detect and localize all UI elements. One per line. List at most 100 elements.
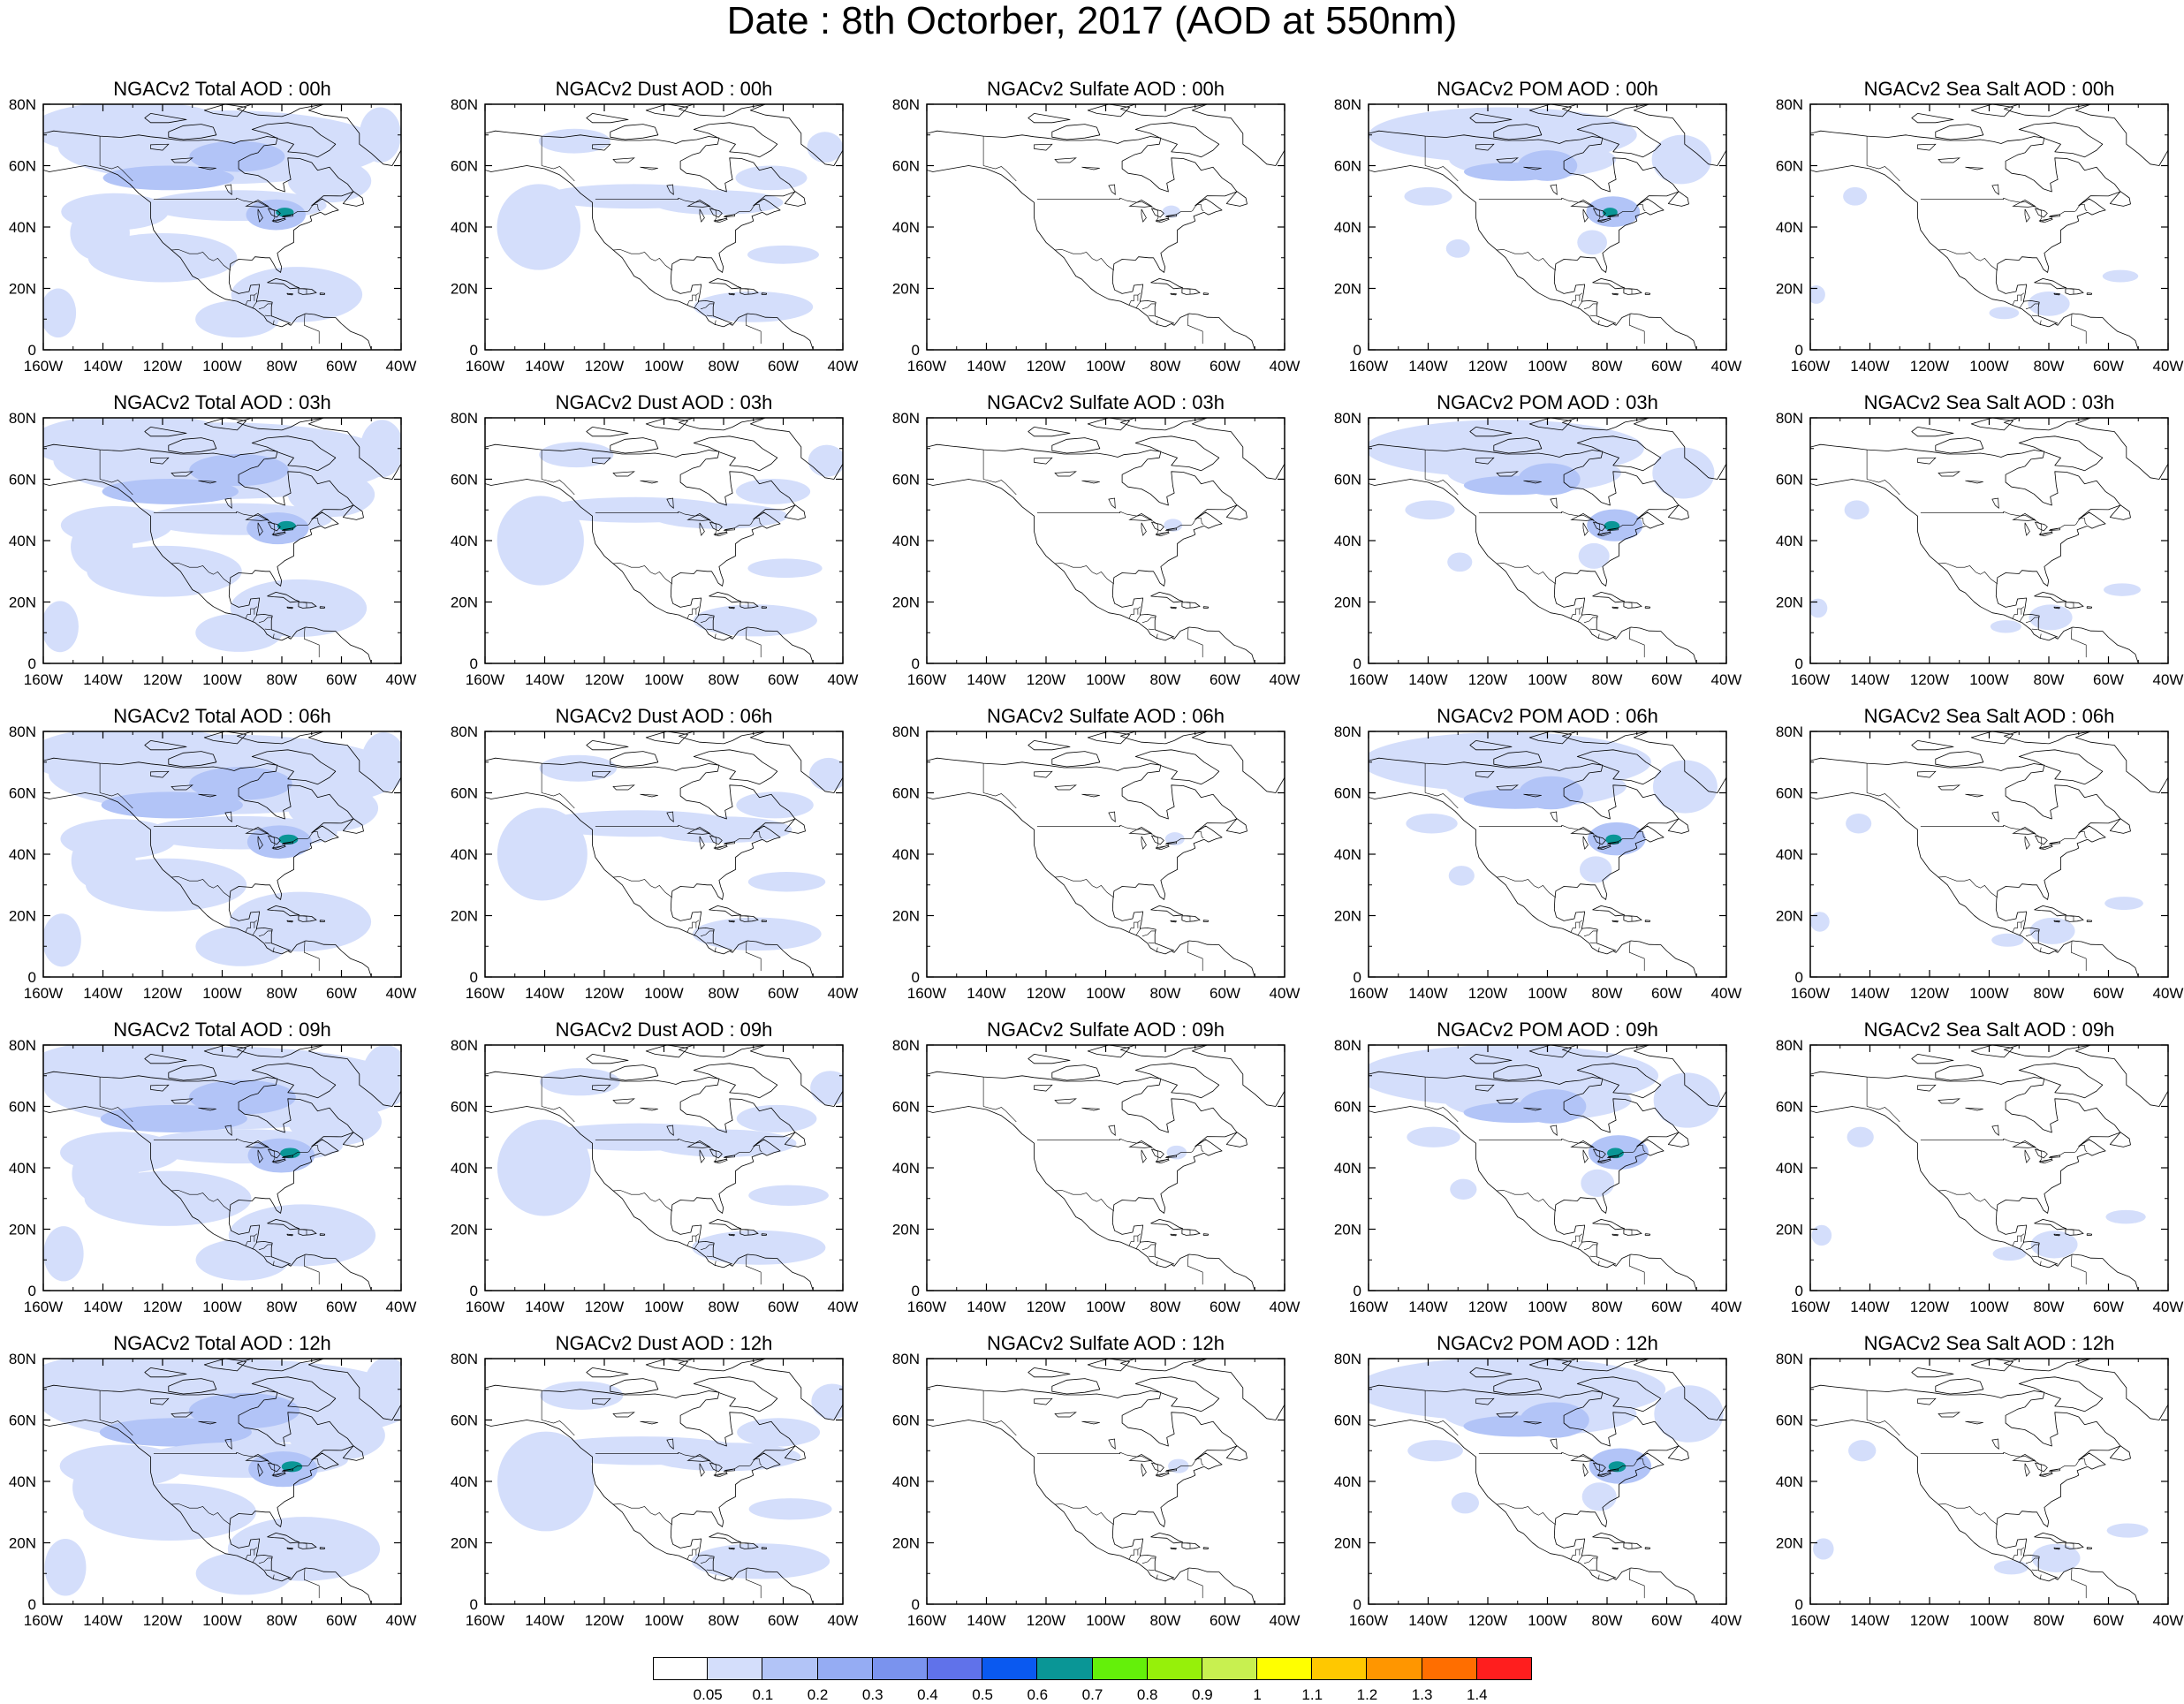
aod-field xyxy=(1652,760,1718,814)
coastline xyxy=(286,1233,293,1237)
political-border xyxy=(2055,636,2058,640)
coastline xyxy=(1810,479,2139,663)
coastline xyxy=(267,1218,300,1231)
coastline xyxy=(1623,1542,1642,1549)
lake-outline xyxy=(1081,1420,1100,1425)
coastline xyxy=(1202,606,1210,609)
lake-outline xyxy=(612,471,635,477)
aod-field xyxy=(1463,789,1567,809)
lon-tick-label: 160W xyxy=(1791,671,1830,688)
lat-tick-label: 20N xyxy=(9,281,36,298)
lake-outline xyxy=(686,512,711,521)
political-border xyxy=(694,1555,700,1564)
political-border xyxy=(1141,303,1156,310)
lat-tick-label: 20N xyxy=(892,595,920,611)
political-border xyxy=(1496,249,1557,271)
political-border xyxy=(100,1420,133,1436)
coastline xyxy=(485,443,796,638)
political-border xyxy=(272,320,275,325)
lat-tick-label: 0 xyxy=(28,969,36,986)
coastline xyxy=(645,1045,688,1058)
coastline xyxy=(1810,1420,2139,1604)
lon-tick-label: 100W xyxy=(202,358,241,375)
lon-tick-label: 60W xyxy=(326,671,357,688)
lake-outline xyxy=(1496,784,1519,791)
lat-tick-label: 80N xyxy=(451,1351,478,1367)
lon-tick-label: 100W xyxy=(202,985,241,1002)
aod-field xyxy=(497,184,580,270)
political-border xyxy=(1583,617,1598,624)
aod-field xyxy=(747,558,823,579)
lat-tick-label: 20N xyxy=(451,1535,478,1552)
map-panel: NGACv2 Sulfate AOD : 09h 160W 140W 120W 100W… xyxy=(892,1019,1301,1315)
coastline xyxy=(1181,602,1201,609)
lat-tick-label: 60N xyxy=(451,1412,478,1429)
political-border xyxy=(542,1106,575,1123)
lon-tick-label: 40W xyxy=(1270,985,1301,1002)
political-border xyxy=(1628,1568,1645,1599)
lon-tick-label: 120W xyxy=(143,358,182,375)
lon-tick-label: 160W xyxy=(907,1299,946,1315)
aod-field xyxy=(189,454,289,487)
lake-outline xyxy=(245,1140,269,1148)
political-border xyxy=(2025,1557,2040,1564)
lon-tick-label: 40W xyxy=(828,1299,859,1315)
lon-tick-label: 80W xyxy=(2034,671,2065,688)
aod-field xyxy=(43,1226,84,1282)
colorbar-label: 0.9 xyxy=(1192,1686,1213,1703)
aod-field xyxy=(363,1359,401,1422)
political-border xyxy=(1187,627,1203,658)
lat-tick-label: 40N xyxy=(1334,1473,1361,1490)
lat-tick-label: 0 xyxy=(912,655,920,672)
lat-tick-label: 40N xyxy=(1776,1473,1803,1490)
coastline xyxy=(2053,292,2060,296)
aod-field xyxy=(195,300,279,338)
coastline xyxy=(1051,751,1101,768)
political-border xyxy=(2070,1568,2087,1599)
lake-outline xyxy=(1141,836,1147,850)
political-border xyxy=(302,288,307,295)
coastline xyxy=(1225,818,1247,834)
aod-field xyxy=(280,1147,300,1159)
lake-outline xyxy=(2024,1463,2030,1477)
coastline xyxy=(286,1547,293,1550)
political-border xyxy=(1867,792,1900,809)
lake-outline xyxy=(1965,166,1983,170)
political-border xyxy=(1583,1244,1598,1251)
political-border xyxy=(744,915,749,922)
lake-outline xyxy=(1917,1084,1937,1092)
lat-tick-label: 60N xyxy=(1776,158,1803,175)
aod-field xyxy=(1813,1538,1834,1560)
coastline xyxy=(586,740,629,751)
lake-outline xyxy=(1496,471,1519,477)
political-border xyxy=(2069,1542,2074,1549)
political-border xyxy=(1577,928,1583,936)
lon-tick-label: 60W xyxy=(1651,985,1682,1002)
aod-field xyxy=(1989,307,2020,320)
lat-tick-label: 20N xyxy=(451,1222,478,1238)
aod-field xyxy=(539,1068,620,1096)
political-border xyxy=(1570,1547,1583,1560)
political-border xyxy=(1597,947,1600,952)
lat-tick-label: 60N xyxy=(451,785,478,802)
political-border xyxy=(595,1138,762,1163)
coastline xyxy=(1576,749,1662,785)
aod-field xyxy=(44,1539,87,1596)
coastline xyxy=(709,905,742,917)
lon-tick-label: 140W xyxy=(83,985,122,1002)
political-border xyxy=(1597,633,1600,639)
political-border xyxy=(1054,1190,1115,1212)
political-border xyxy=(2019,928,2025,936)
map-panel: NGACv2 Total AOD : 09h 160W 140W 120W 100W 80… xyxy=(9,1019,417,1315)
aod-field xyxy=(539,754,618,782)
colorbar: 0.05 0.1 0.2 0.3 0.4 0.5 0.6 0.7 0.8 0.9 1 1.1 1.2 1.… xyxy=(653,1657,1532,1703)
lon-tick-label: 80W xyxy=(1150,671,1181,688)
lake-outline xyxy=(1155,1158,1170,1164)
lake-outline xyxy=(1938,157,1960,163)
political-border xyxy=(1613,322,1616,326)
political-border xyxy=(1613,1263,1616,1267)
coastline xyxy=(645,731,688,745)
lake-outline xyxy=(2034,1148,2048,1159)
political-border xyxy=(1135,1241,1141,1250)
political-border xyxy=(303,941,320,972)
